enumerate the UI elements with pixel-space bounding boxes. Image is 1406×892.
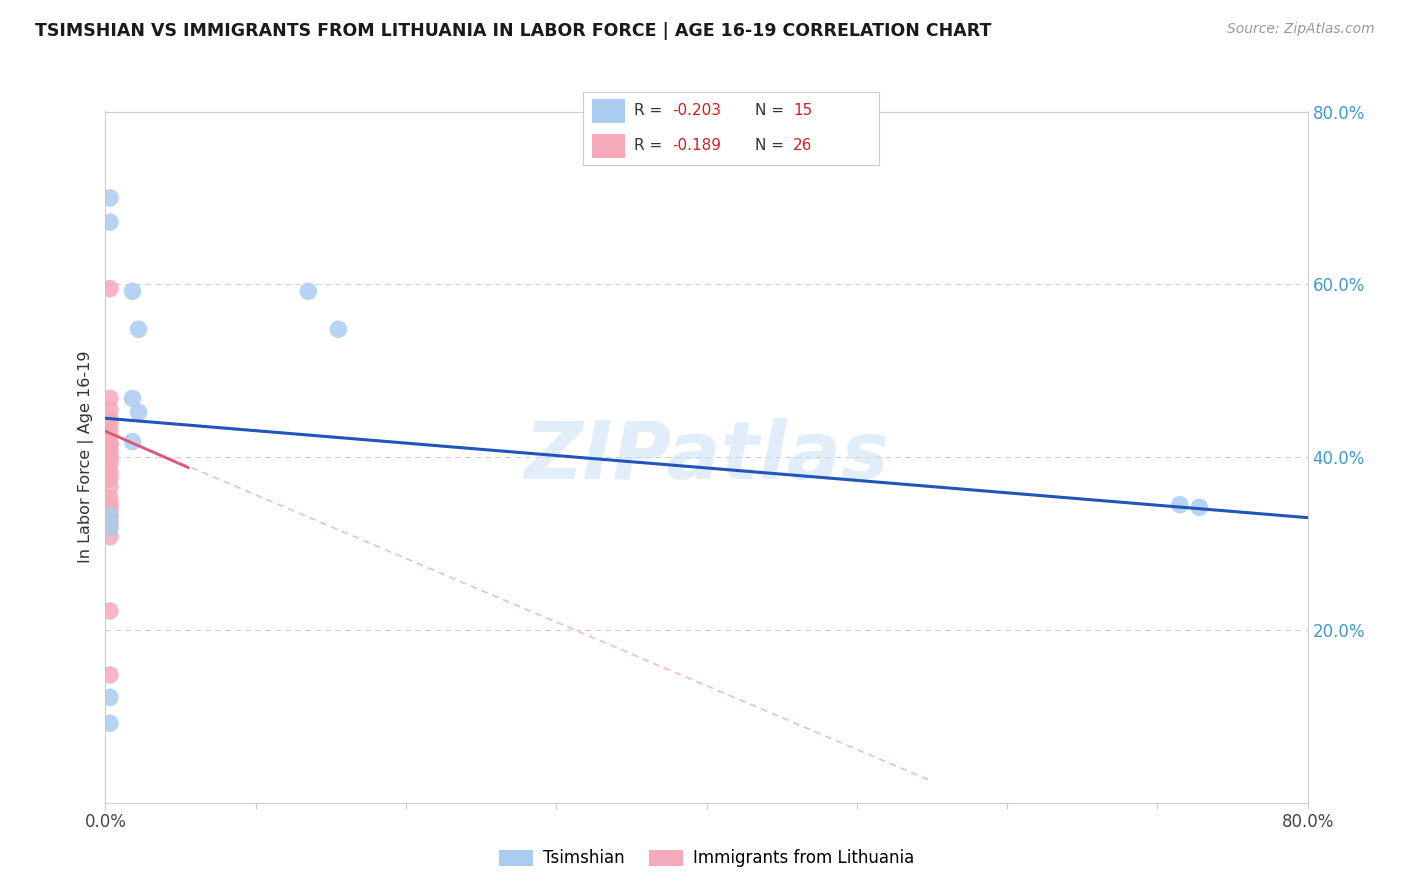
Text: N =: N = — [755, 138, 789, 153]
Text: N =: N = — [755, 103, 789, 118]
Text: 26: 26 — [793, 138, 813, 153]
Point — [98, 451, 121, 466]
FancyBboxPatch shape — [592, 134, 624, 158]
Point — [98, 423, 121, 437]
Text: R =: R = — [634, 103, 666, 118]
Point — [98, 690, 121, 705]
Point — [98, 502, 121, 516]
Point — [98, 402, 121, 417]
Point — [98, 215, 121, 229]
Point — [128, 405, 150, 419]
Point — [98, 521, 121, 535]
Point — [1188, 500, 1211, 515]
Point — [98, 191, 121, 205]
Text: 15: 15 — [793, 103, 813, 118]
Point — [98, 512, 121, 526]
Point — [98, 508, 121, 523]
Point — [98, 437, 121, 451]
Text: ZIPatlas: ZIPatlas — [524, 418, 889, 496]
Point — [1168, 498, 1191, 512]
Point — [128, 322, 150, 336]
Point — [121, 434, 143, 449]
Text: Source: ZipAtlas.com: Source: ZipAtlas.com — [1227, 22, 1375, 37]
Point — [98, 668, 121, 682]
Point — [98, 491, 121, 506]
Point — [297, 285, 319, 299]
Text: R =: R = — [634, 138, 666, 153]
Point — [121, 392, 143, 406]
Point — [98, 457, 121, 471]
Y-axis label: In Labor Force | Age 16-19: In Labor Force | Age 16-19 — [79, 351, 94, 564]
Text: -0.203: -0.203 — [672, 103, 721, 118]
Point — [98, 716, 121, 731]
Point — [98, 480, 121, 494]
Point — [121, 285, 143, 299]
Point — [98, 411, 121, 425]
Point — [98, 451, 121, 466]
Point — [98, 466, 121, 480]
Point — [98, 604, 121, 618]
Point — [98, 449, 121, 463]
Point — [98, 428, 121, 442]
Text: TSIMSHIAN VS IMMIGRANTS FROM LITHUANIA IN LABOR FORCE | AGE 16-19 CORRELATION CH: TSIMSHIAN VS IMMIGRANTS FROM LITHUANIA I… — [35, 22, 991, 40]
Point — [98, 530, 121, 544]
Point — [98, 472, 121, 486]
Point — [98, 443, 121, 458]
FancyBboxPatch shape — [592, 99, 624, 123]
Point — [98, 498, 121, 512]
Point — [98, 517, 121, 532]
Point — [98, 416, 121, 430]
Text: -0.189: -0.189 — [672, 138, 721, 153]
Point — [98, 282, 121, 296]
Point — [98, 392, 121, 406]
Point — [98, 508, 121, 523]
Legend: Tsimshian, Immigrants from Lithuania: Tsimshian, Immigrants from Lithuania — [492, 843, 921, 874]
Point — [98, 437, 121, 451]
Point — [328, 322, 350, 336]
